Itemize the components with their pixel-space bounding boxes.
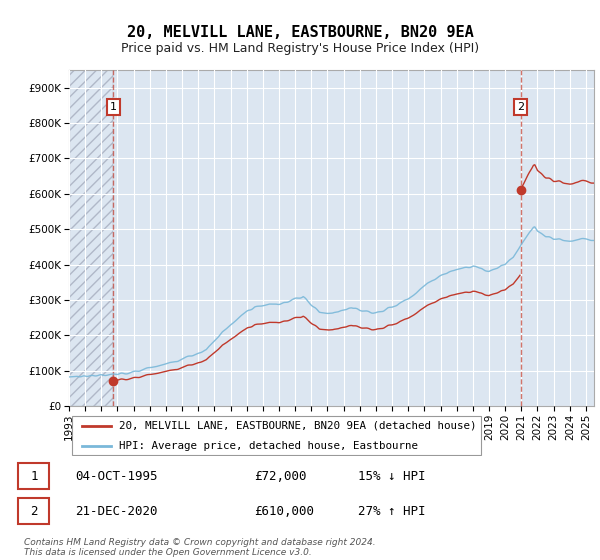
Text: 04-OCT-1995: 04-OCT-1995 bbox=[76, 470, 158, 483]
Text: Price paid vs. HM Land Registry's House Price Index (HPI): Price paid vs. HM Land Registry's House … bbox=[121, 42, 479, 55]
Text: 1: 1 bbox=[110, 102, 117, 112]
Text: 20, MELVILL LANE, EASTBOURNE, BN20 9EA (detached house): 20, MELVILL LANE, EASTBOURNE, BN20 9EA (… bbox=[119, 421, 476, 431]
Text: £72,000: £72,000 bbox=[254, 470, 307, 483]
Text: 20, MELVILL LANE, EASTBOURNE, BN20 9EA: 20, MELVILL LANE, EASTBOURNE, BN20 9EA bbox=[127, 25, 473, 40]
FancyBboxPatch shape bbox=[18, 498, 49, 524]
FancyBboxPatch shape bbox=[71, 416, 481, 455]
Text: 21-DEC-2020: 21-DEC-2020 bbox=[76, 505, 158, 518]
Text: 15% ↓ HPI: 15% ↓ HPI bbox=[358, 470, 425, 483]
Bar bbox=[69, 70, 113, 406]
Text: 27% ↑ HPI: 27% ↑ HPI bbox=[358, 505, 425, 518]
Text: HPI: Average price, detached house, Eastbourne: HPI: Average price, detached house, East… bbox=[119, 441, 418, 451]
Text: 2: 2 bbox=[30, 505, 38, 518]
Text: Contains HM Land Registry data © Crown copyright and database right 2024.
This d: Contains HM Land Registry data © Crown c… bbox=[24, 538, 376, 557]
Text: 1: 1 bbox=[30, 470, 38, 483]
FancyBboxPatch shape bbox=[18, 464, 49, 489]
Text: 2: 2 bbox=[517, 102, 524, 112]
Text: £610,000: £610,000 bbox=[254, 505, 314, 518]
